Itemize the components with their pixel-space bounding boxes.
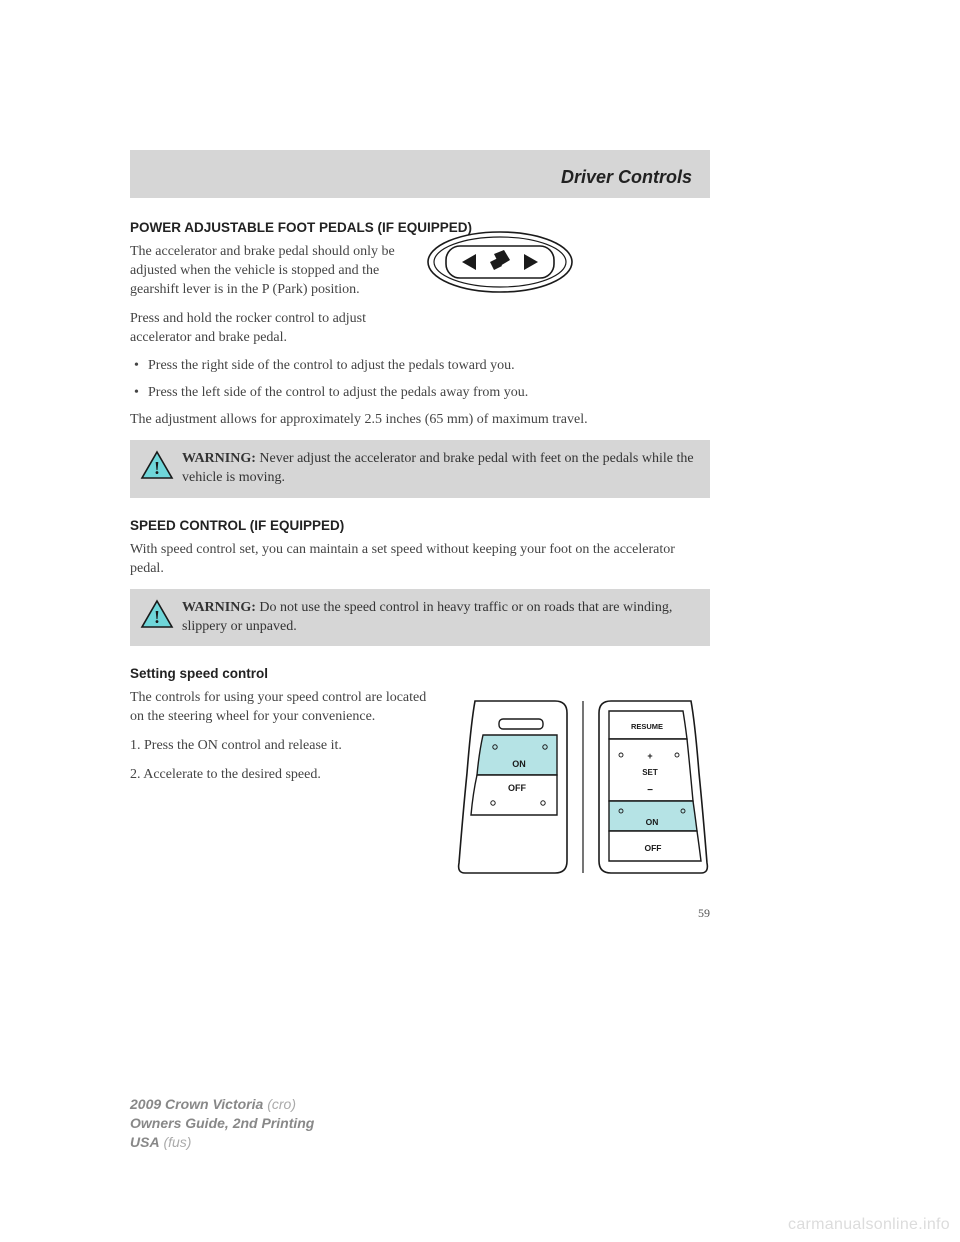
warning-body: Do not use the speed control in heavy tr… [182,600,672,634]
section3-text-col: The controls for using your speed contro… [130,689,437,888]
on-label-r: ON [646,817,659,827]
section1-p2: Press and hold the rocker control to adj… [130,310,410,348]
footer-line2: Owners Guide, 2nd Printing [130,1114,314,1133]
footer-line1: 2009 Crown Victoria (cro) [130,1095,314,1114]
set-label: SET [642,768,658,777]
bullet-icon: • [130,357,148,376]
footer-model: 2009 Crown Victoria [130,1096,263,1112]
warning-box-2: ! WARNING: Do not use the speed control … [130,589,710,647]
watermark: carmanualsonline.info [788,1216,950,1234]
footer-line3: USA (fus) [130,1133,314,1152]
header-band: Driver Controls [130,150,710,198]
bullet-text: Press the right side of the control to a… [148,357,710,376]
bullet-text: Press the left side of the control to ad… [148,384,710,403]
section2-heading: SPEED CONTROL (IF EQUIPPED) [130,518,710,533]
section1-bullet1: • Press the right side of the control to… [130,357,710,376]
footer-code2: (fus) [160,1134,192,1150]
warning-label: WARNING: [182,600,256,615]
warning-triangle-icon: ! [140,450,174,485]
minus-label: − [647,785,653,796]
footer-block: 2009 Crown Victoria (cro) Owners Guide, … [130,1095,314,1152]
pedal-rocker-diagram [420,226,580,298]
svg-text:!: ! [154,458,160,478]
off-label: OFF [508,783,526,793]
warning-box-1: ! WARNING: Never adjust the accelerator … [130,440,710,498]
section3-columns: The controls for using your speed contro… [130,689,710,888]
section1-p1: The accelerator and brake pedal should o… [130,243,410,300]
warning-triangle-icon: ! [140,599,174,634]
resume-label: RESUME [631,722,663,731]
footer-code1: (cro) [263,1096,296,1112]
warning-label: WARNING: [182,451,256,466]
on-label: ON [512,759,526,769]
section3-heading: Setting speed control [130,666,710,681]
section3-p3: 2. Accelerate to the desired speed. [130,766,437,785]
warning-text-2: WARNING: Do not use the speed control in… [182,599,698,637]
page-number: 59 [130,906,710,921]
section2-p1: With speed control set, you can maintain… [130,541,710,579]
footer-region: USA [130,1134,160,1150]
svg-text:!: ! [154,607,160,627]
speed-control-diagram: ON OFF RESUME [455,693,710,883]
section1-bullet2: • Press the left side of the control to … [130,384,710,403]
plus-label: + [647,751,652,761]
section3-p2: 1. Press the ON control and release it. [130,737,437,756]
section3-p1: The controls for using your speed contro… [130,689,437,727]
warning-body: Never adjust the accelerator and brake p… [182,451,694,485]
off-label-r: OFF [645,843,662,853]
section1-p3: The adjustment allows for approximately … [130,411,710,430]
bullet-icon: • [130,384,148,403]
warning-text-1: WARNING: Never adjust the accelerator an… [182,450,698,488]
header-title: Driver Controls [561,167,692,188]
section3-diagram-col: ON OFF RESUME [455,689,710,888]
